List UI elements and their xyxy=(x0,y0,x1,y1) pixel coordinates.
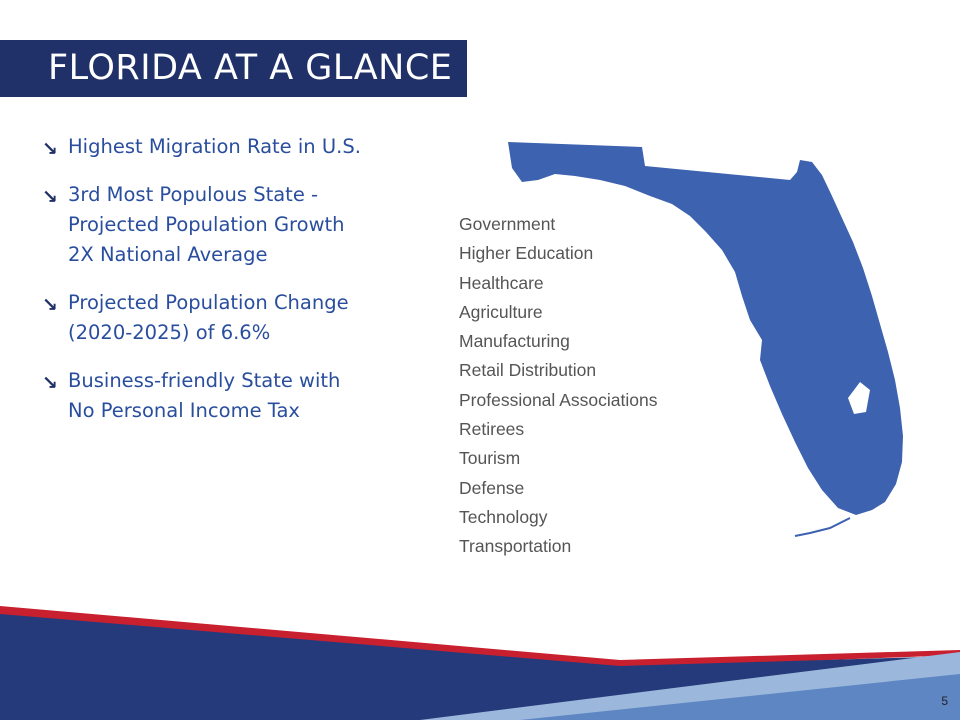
stripe-mid xyxy=(520,674,960,720)
industry-item: Agriculture xyxy=(459,301,543,322)
industry-item: Defense xyxy=(459,477,525,498)
bullet-list: ↘ Highest Migration Rate in U.S. ↘ 3rd M… xyxy=(40,132,400,444)
industry-item: Transportation xyxy=(459,536,572,557)
bullet-line: 2X National Average xyxy=(68,243,268,266)
bullet-line: Projected Population Growth xyxy=(68,213,345,236)
industry-item: Healthcare xyxy=(459,272,544,293)
industry-item: Retirees xyxy=(459,419,525,440)
industry-item: Government xyxy=(459,214,556,234)
keys-islands xyxy=(794,517,851,537)
lake-okeechobee xyxy=(848,382,870,414)
footer-stripes xyxy=(0,606,960,720)
bullet-line: Business-friendly State with xyxy=(68,369,341,392)
bullet-line: Highest Migration Rate in U.S. xyxy=(68,135,361,158)
arrow-down-right-icon: ↘ xyxy=(42,294,58,316)
bullet-item: ↘ 3rd Most Populous State - Projected Po… xyxy=(40,180,400,270)
bullet-item: ↘ Highest Migration Rate in U.S. xyxy=(40,132,400,162)
industry-item: Higher Education xyxy=(459,243,594,264)
bullet-line: (2020-2025) of 6.6% xyxy=(68,321,271,344)
bullet-line: 3rd Most Populous State - xyxy=(68,183,319,206)
industry-item: Professional Associations xyxy=(459,389,658,410)
industry-item: Retail Distribution xyxy=(459,360,597,381)
arrow-down-right-icon: ↘ xyxy=(42,372,58,394)
bullet-line: Projected Population Change xyxy=(68,291,349,314)
industry-item: Manufacturing xyxy=(459,331,570,352)
industry-item: Tourism xyxy=(459,448,521,469)
arrow-down-right-icon: ↘ xyxy=(42,186,58,208)
industry-item: Technology xyxy=(459,506,548,527)
industry-list: Government Higher Education Healthcare A… xyxy=(459,210,657,562)
bullet-item: ↘ Projected Population Change (2020-2025… xyxy=(40,288,400,348)
arrow-down-right-icon: ↘ xyxy=(42,138,58,160)
florida-shape xyxy=(508,142,903,515)
title-bar: FLORIDA AT A GLANCE xyxy=(0,40,467,97)
page-title: FLORIDA AT A GLANCE xyxy=(48,48,453,88)
page-number: 5 xyxy=(941,694,948,708)
florida-map xyxy=(508,142,903,537)
bullet-item: ↘ Business-friendly State with No Person… xyxy=(40,366,400,426)
bullet-line: No Personal Income Tax xyxy=(68,399,300,422)
